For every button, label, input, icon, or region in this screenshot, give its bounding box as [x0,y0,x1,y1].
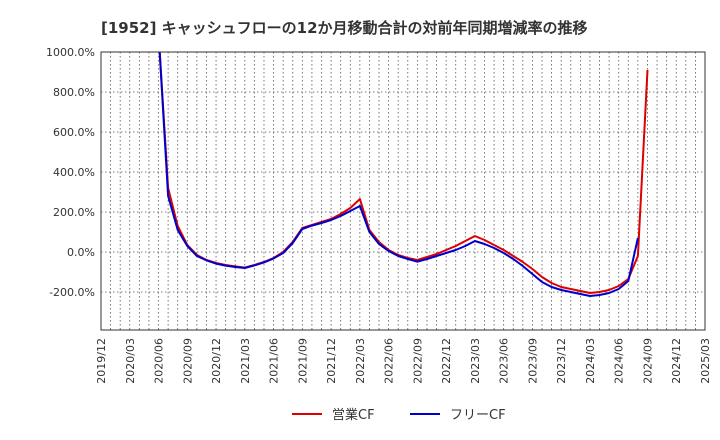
x-tick-label: 2021/12 [325,338,338,384]
x-tick-label: 2023/12 [555,338,568,384]
x-tick-label: 2023/06 [498,338,511,384]
x-tick-label: 2022/09 [411,338,424,384]
legend-label-0: 営業CF [332,407,375,423]
y-tick-label: 1000.0% [46,46,95,59]
y-tick-label: 200.0% [53,206,95,219]
series-group [158,52,649,297]
x-tick-label: 2023/09 [526,338,539,384]
series-line-1 [158,52,639,297]
x-tick-label: 2025/03 [699,338,712,384]
y-tick-label: 600.0% [53,126,95,139]
plot-area [101,52,705,330]
x-axis: 2019/12 2020/03 2020/06 2020/09 2020/12 2021/… [95,338,712,384]
x-tick-label: 2024/06 [613,338,626,384]
x-tick-label: 2019/12 [95,338,108,384]
chart-title: [1952] キャッシュフローの12か月移動合計の対前年同期増減率の推移 [101,19,588,37]
plot-frame [100,51,706,331]
y-tick-label: -200.0% [49,286,95,299]
x-tick-label: 2020/03 [124,338,137,384]
x-tick-label: 2024/03 [584,338,597,384]
y-axis: 1000.0% 800.0% 600.0% 400.0% 200.0% 0.0% -200.… [46,46,95,299]
x-tick-label: 2021/09 [296,338,309,384]
x-tick-label: 2021/03 [239,338,252,384]
x-tick-label: 2022/06 [383,338,396,384]
x-tick-label: 2023/03 [469,338,482,384]
y-tick-label: 800.0% [53,86,95,99]
x-tick-label: 2022/03 [354,338,367,384]
x-tick-label: 2020/09 [181,338,194,384]
x-tick-label: 2021/06 [268,338,281,384]
x-tick-label: 2020/06 [153,338,166,384]
y-tick-label: 400.0% [53,166,95,179]
x-tick-label: 2024/09 [641,338,654,384]
x-tick-label: 2024/12 [670,338,683,384]
y-tick-label: 0.0% [67,246,95,259]
x-tick-label: 2020/12 [210,338,223,384]
x-tick-label: 2022/12 [440,338,453,384]
legend: 営業CF フリーCF [292,407,506,423]
legend-label-1: フリーCF [450,408,506,423]
